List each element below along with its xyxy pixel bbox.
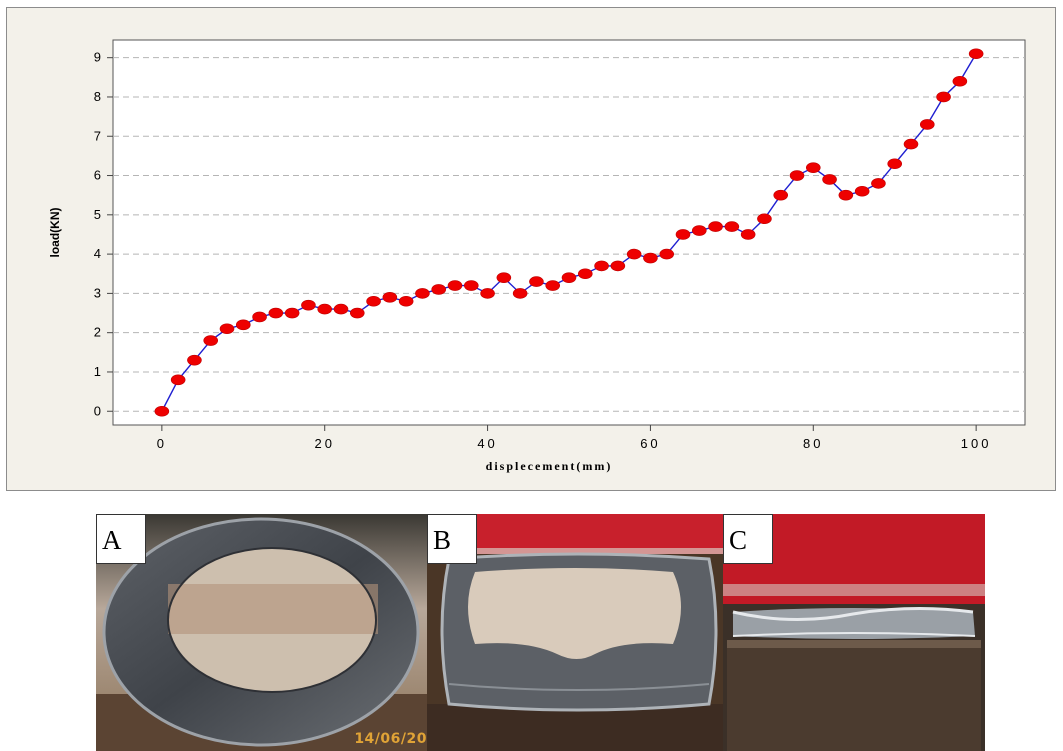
data-point xyxy=(431,284,447,295)
data-point xyxy=(757,213,772,225)
data-point xyxy=(822,174,837,185)
data-point xyxy=(203,335,219,346)
data-point xyxy=(871,178,886,189)
data-point xyxy=(740,229,756,240)
data-point xyxy=(577,268,593,280)
data-point xyxy=(447,280,463,291)
data-point xyxy=(512,288,528,299)
data-point xyxy=(154,405,170,417)
data-point xyxy=(252,311,267,323)
chart-frame: 0 1 2 3 4 5 6 7 8 9 0 20 40 60 80 100 displecement(mm) lo… xyxy=(6,7,1056,491)
data-point xyxy=(643,252,658,264)
y-tick-label: 9 xyxy=(94,50,101,65)
data-point xyxy=(398,295,414,307)
data-point xyxy=(561,272,577,283)
photo-a: A 14/06/20 xyxy=(96,514,427,751)
data-point xyxy=(708,221,723,232)
data-point xyxy=(545,280,561,291)
data-point xyxy=(284,307,300,319)
photo-c: C xyxy=(723,514,985,751)
data-point xyxy=(594,260,609,272)
x-tick-label: 40 xyxy=(477,436,497,451)
y-tick-label: 2 xyxy=(94,325,101,340)
photo-a-label: A xyxy=(96,514,146,564)
data-point xyxy=(349,307,365,319)
data-point xyxy=(773,189,789,201)
data-point xyxy=(268,307,284,319)
data-point xyxy=(838,189,854,201)
y-tick-label: 7 xyxy=(94,128,101,143)
x-tick-label: 100 xyxy=(961,436,992,451)
photo-b-label: B xyxy=(427,514,477,564)
data-point xyxy=(887,158,903,170)
data-point xyxy=(610,260,626,272)
y-tick-label: 4 xyxy=(94,246,101,261)
x-axis-label: displecement(mm) xyxy=(486,459,613,473)
data-point xyxy=(235,319,251,331)
data-point xyxy=(659,248,675,260)
data-point xyxy=(415,288,430,299)
load-displacement-chart: 0 1 2 3 4 5 6 7 8 9 0 20 40 60 80 100 displecement(mm) lo… xyxy=(48,39,1026,473)
plot-area xyxy=(112,39,1026,426)
y-tick-label: 5 xyxy=(94,207,101,222)
data-point xyxy=(724,221,740,232)
x-tick-label: 60 xyxy=(640,436,660,451)
data-point xyxy=(333,303,349,315)
data-point xyxy=(219,323,235,335)
data-point xyxy=(317,303,333,315)
data-point xyxy=(691,225,707,236)
data-point xyxy=(805,162,821,173)
photo-strip: A 14/06/20 B C xyxy=(96,514,985,751)
y-tick-label: 0 xyxy=(94,403,101,418)
photo-c-label: C xyxy=(723,514,773,564)
x-tick-label: 20 xyxy=(314,436,334,451)
x-tick-label: 80 xyxy=(803,436,823,451)
data-point xyxy=(480,288,495,299)
data-point xyxy=(382,292,398,303)
data-point xyxy=(170,374,186,386)
y-tick-label: 3 xyxy=(94,285,101,300)
data-point xyxy=(919,119,935,130)
data-point xyxy=(936,91,951,103)
y-tick-label: 8 xyxy=(94,89,101,104)
photo-b: B xyxy=(427,514,723,751)
data-point xyxy=(301,299,316,311)
y-tick-label: 6 xyxy=(94,168,101,183)
y-axis-label: load(KN) xyxy=(48,208,62,258)
data-point xyxy=(496,272,512,283)
photo-a-image xyxy=(96,514,427,751)
data-point xyxy=(903,138,919,150)
data-point xyxy=(626,248,642,260)
data-point xyxy=(789,170,805,181)
data-point xyxy=(952,75,968,87)
data-point xyxy=(968,48,984,60)
data-point xyxy=(187,354,202,366)
data-point xyxy=(675,229,691,240)
photo-a-date-stamp: 14/06/20 xyxy=(354,731,427,747)
data-point xyxy=(854,185,870,197)
x-tick-label: 0 xyxy=(157,436,167,451)
y-tick-label: 1 xyxy=(94,364,101,379)
data-point xyxy=(529,276,544,287)
data-point xyxy=(366,295,381,307)
data-point xyxy=(463,280,479,291)
